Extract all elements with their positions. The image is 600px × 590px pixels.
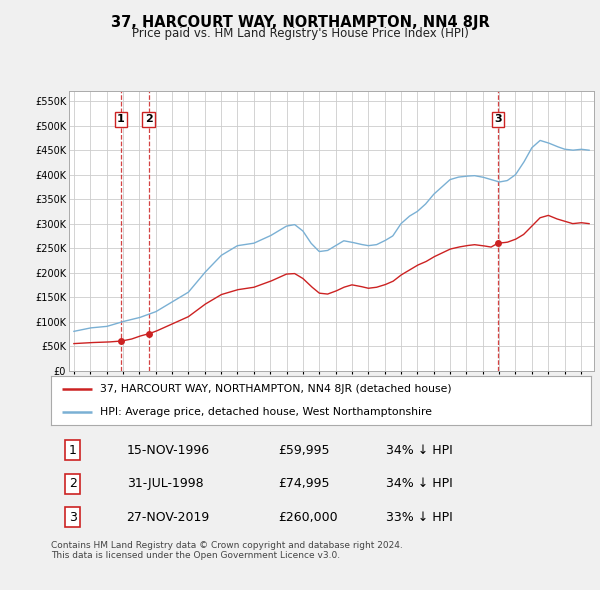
- Text: 3: 3: [494, 114, 502, 124]
- Text: 2: 2: [145, 114, 152, 124]
- Text: £260,000: £260,000: [278, 511, 337, 524]
- Text: 33% ↓ HPI: 33% ↓ HPI: [386, 511, 452, 524]
- Text: £59,995: £59,995: [278, 444, 329, 457]
- Text: Price paid vs. HM Land Registry's House Price Index (HPI): Price paid vs. HM Land Registry's House …: [131, 27, 469, 40]
- Text: 15-NOV-1996: 15-NOV-1996: [127, 444, 210, 457]
- Text: 37, HARCOURT WAY, NORTHAMPTON, NN4 8JR: 37, HARCOURT WAY, NORTHAMPTON, NN4 8JR: [110, 15, 490, 30]
- Text: 37, HARCOURT WAY, NORTHAMPTON, NN4 8JR (detached house): 37, HARCOURT WAY, NORTHAMPTON, NN4 8JR (…: [100, 385, 451, 395]
- Text: 34% ↓ HPI: 34% ↓ HPI: [386, 444, 452, 457]
- Text: 27-NOV-2019: 27-NOV-2019: [127, 511, 210, 524]
- Text: £74,995: £74,995: [278, 477, 329, 490]
- Text: 3: 3: [68, 511, 77, 524]
- Text: 34% ↓ HPI: 34% ↓ HPI: [386, 477, 452, 490]
- Text: HPI: Average price, detached house, West Northamptonshire: HPI: Average price, detached house, West…: [100, 407, 431, 417]
- Text: Contains HM Land Registry data © Crown copyright and database right 2024.
This d: Contains HM Land Registry data © Crown c…: [51, 541, 403, 560]
- Text: 1: 1: [68, 444, 77, 457]
- Text: 1: 1: [117, 114, 125, 124]
- Text: 31-JUL-1998: 31-JUL-1998: [127, 477, 203, 490]
- Text: 2: 2: [68, 477, 77, 490]
